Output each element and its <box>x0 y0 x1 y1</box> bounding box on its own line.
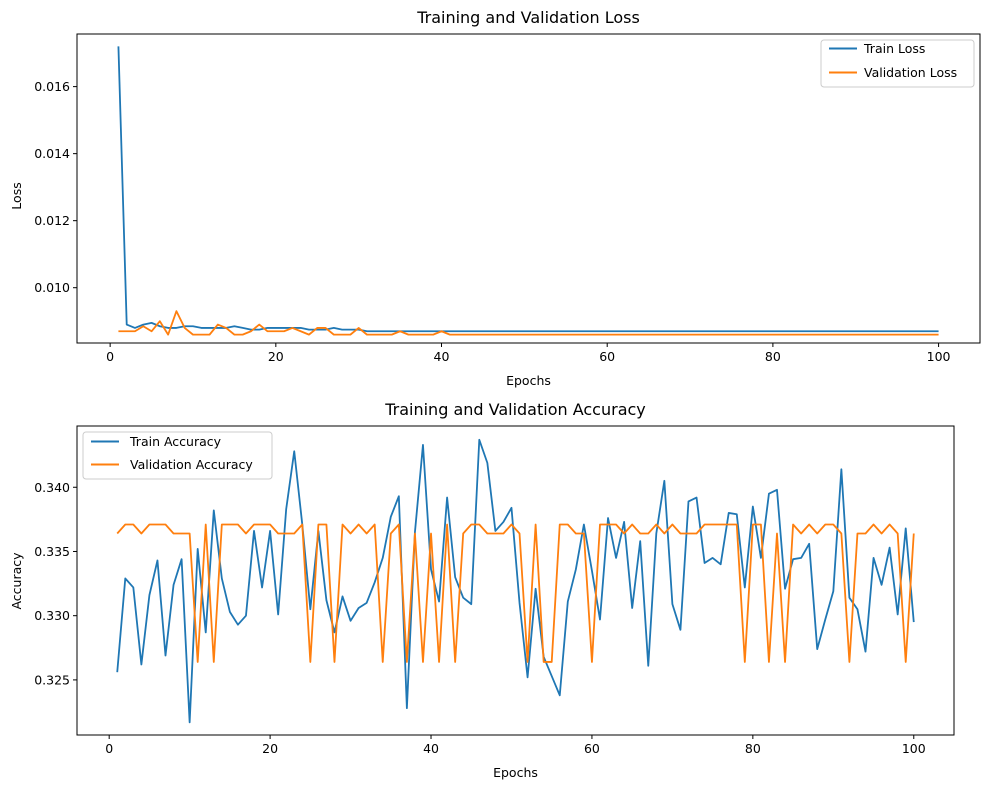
loss-chart-frame <box>76 33 981 344</box>
accuracy-chart-title: Training and Validation Accuracy <box>384 400 646 419</box>
accuracy-xtick-label: 40 <box>423 741 439 756</box>
loss-chart-title: Training and Validation Loss <box>416 8 640 27</box>
loss-chart-legend: Train Loss Validation Loss <box>820 39 975 88</box>
loss-xtick-label: 40 <box>434 349 450 364</box>
loss-xtick-label: 0 <box>106 349 114 364</box>
accuracy-chart: Training and Validation Accuracy Epochs … <box>9 400 955 780</box>
loss-ytick-label: 0.012 <box>34 213 70 228</box>
loss-chart: Training and Validation Loss Epochs Loss… <box>9 8 981 388</box>
accuracy-xtick-label: 80 <box>745 741 761 756</box>
accuracy-ytick-label: 0.335 <box>34 544 70 559</box>
loss-legend-val-label: Validation Loss <box>864 65 957 80</box>
loss-xtick-label: 100 <box>927 349 951 364</box>
loss-chart-ylabel: Loss <box>9 182 24 209</box>
loss-chart-marks <box>117 46 939 336</box>
accuracy-chart-ticks: 0 20 40 60 80 100 0.325 0.330 0.335 0.340 <box>34 480 926 756</box>
loss-ytick-label: 0.014 <box>34 146 70 161</box>
accuracy-chart-legend: Train Accuracy Validation Accuracy <box>82 431 273 480</box>
loss-legend-box <box>820 39 975 88</box>
loss-legend-train-label: Train Loss <box>863 41 925 56</box>
accuracy-chart-frame <box>76 425 955 736</box>
accuracy-series-0-line <box>116 438 915 724</box>
loss-series-0-line <box>117 46 939 333</box>
loss-chart-xlabel: Epochs <box>506 373 551 388</box>
accuracy-xtick-label: 100 <box>902 741 926 756</box>
accuracy-chart-marks <box>116 438 915 724</box>
accuracy-xtick-label: 0 <box>105 741 113 756</box>
accuracy-chart-xlabel: Epochs <box>493 765 538 780</box>
loss-chart-ticks: 0 20 40 60 80 100 0.010 0.012 0.014 0.016 <box>34 79 950 364</box>
accuracy-ytick-label: 0.330 <box>34 608 70 623</box>
accuracy-series-1-line <box>116 523 915 663</box>
accuracy-legend-box <box>82 431 273 480</box>
loss-ytick-label: 0.010 <box>34 280 70 295</box>
accuracy-legend-train-label: Train Accuracy <box>129 434 222 449</box>
accuracy-ytick-label: 0.325 <box>34 672 70 687</box>
loss-xtick-label: 20 <box>268 349 284 364</box>
loss-ytick-label: 0.016 <box>34 79 70 94</box>
loss-xtick-label: 80 <box>765 349 781 364</box>
loss-xtick-label: 60 <box>599 349 615 364</box>
accuracy-legend-val-label: Validation Accuracy <box>130 457 253 472</box>
accuracy-xtick-label: 60 <box>584 741 600 756</box>
accuracy-ytick-label: 0.340 <box>34 480 70 495</box>
accuracy-xtick-label: 20 <box>262 741 278 756</box>
loss-series-1-line <box>118 310 939 336</box>
accuracy-chart-ylabel: Accuracy <box>9 552 24 610</box>
